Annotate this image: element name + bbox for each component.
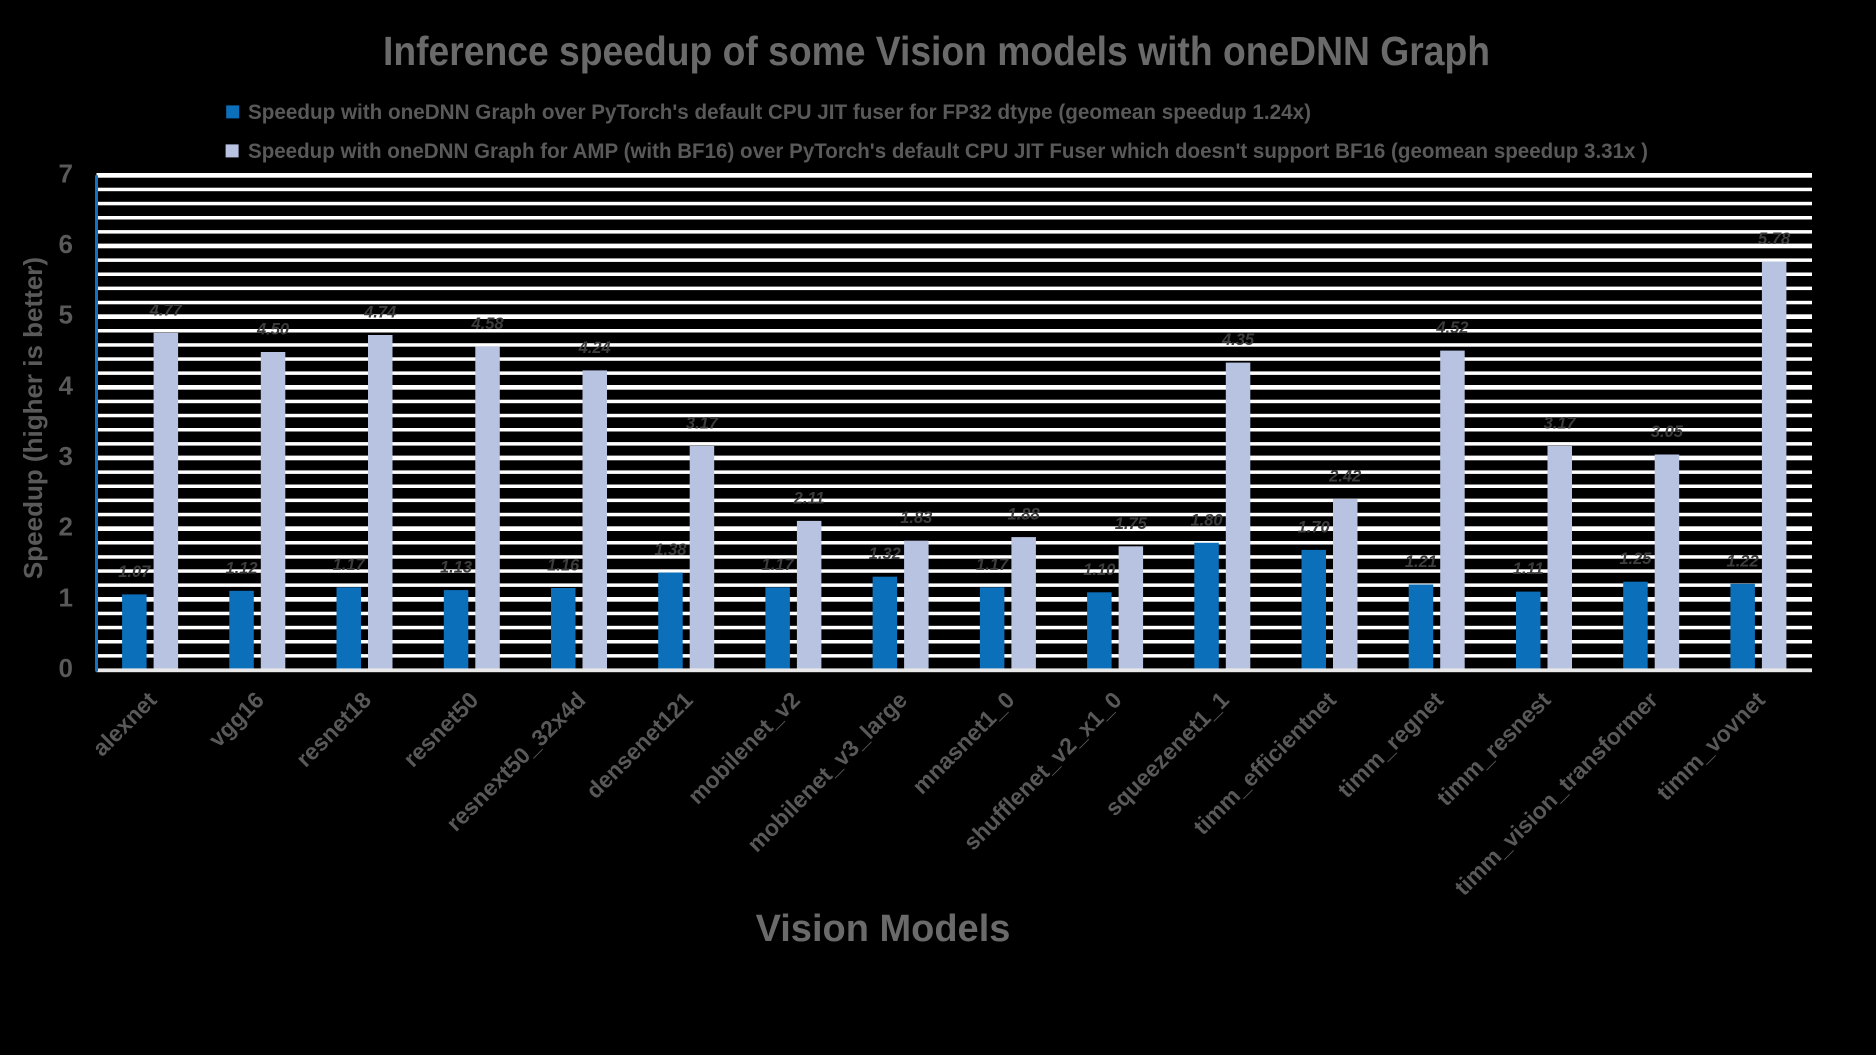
svg-text:1.21: 1.21 [1405,553,1437,571]
svg-text:1.80: 1.80 [1190,511,1223,529]
svg-text:Vision Models: Vision Models [756,908,1011,950]
svg-text:1.16: 1.16 [547,557,580,575]
svg-text:1.13: 1.13 [440,559,472,577]
svg-text:3.05: 3.05 [1651,423,1684,441]
svg-text:3.17: 3.17 [1544,415,1577,433]
svg-text:Speedup with oneDNN Graph for: Speedup with oneDNN Graph for AMP (with … [248,140,1648,163]
svg-text:4.35: 4.35 [1221,331,1255,349]
svg-text:1: 1 [59,582,73,612]
svg-text:0: 0 [59,653,73,683]
svg-text:2.42: 2.42 [1328,468,1361,486]
svg-text:1.75: 1.75 [1115,515,1148,533]
svg-text:3.17: 3.17 [686,415,719,433]
svg-text:4.50: 4.50 [256,321,290,339]
svg-text:1.25: 1.25 [1619,550,1652,568]
svg-text:1.83: 1.83 [900,509,932,527]
svg-text:1.11: 1.11 [1513,560,1544,578]
svg-text:4: 4 [59,370,74,400]
svg-text:Inference speedup of some Visi: Inference speedup of some Vision models … [383,28,1490,74]
svg-text:1.07: 1.07 [118,563,151,581]
svg-text:4.52: 4.52 [1435,319,1468,337]
svg-text:4.58: 4.58 [470,315,504,333]
svg-text:4.77: 4.77 [149,301,183,319]
svg-text:3: 3 [59,441,73,471]
svg-text:1.17: 1.17 [976,556,1009,574]
svg-text:5: 5 [59,300,73,330]
svg-text:1.22: 1.22 [1727,552,1759,570]
svg-text:1.38: 1.38 [654,541,687,559]
svg-text:2: 2 [59,512,73,542]
svg-text:6: 6 [59,229,73,259]
svg-text:2.11: 2.11 [793,489,825,507]
svg-text:1.17: 1.17 [762,556,795,574]
svg-text:Speedup (higher is better): Speedup (higher is better) [18,257,48,579]
svg-text:4.74: 4.74 [363,304,396,322]
svg-text:4.24: 4.24 [578,339,611,357]
svg-text:1.70: 1.70 [1298,518,1331,536]
svg-text:1.17: 1.17 [333,556,366,574]
svg-text:1.10: 1.10 [1083,561,1116,579]
svg-text:Speedup with oneDNN Graph over: Speedup with oneDNN Graph over PyTorch's… [248,101,1311,124]
svg-text:7: 7 [59,158,73,188]
svg-text:5.78: 5.78 [1758,230,1791,248]
svg-text:1.32: 1.32 [869,545,901,563]
svg-text:1.12: 1.12 [225,559,257,577]
svg-text:1.88: 1.88 [1008,506,1041,524]
